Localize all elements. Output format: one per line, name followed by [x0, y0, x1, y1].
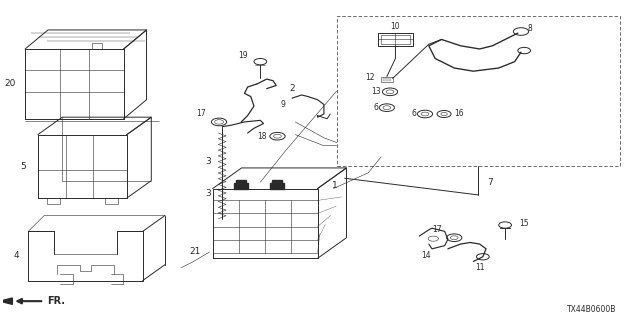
- Text: 4: 4: [13, 252, 19, 260]
- Text: 12: 12: [365, 73, 375, 82]
- Text: 15: 15: [519, 219, 529, 228]
- Bar: [272, 180, 282, 183]
- Bar: [378, 33, 413, 46]
- Text: 3: 3: [205, 157, 211, 166]
- Text: 6: 6: [412, 109, 416, 118]
- Text: 20: 20: [4, 79, 15, 88]
- Polygon shape: [0, 298, 12, 304]
- Text: 3: 3: [205, 189, 211, 198]
- Text: 5: 5: [20, 162, 26, 171]
- Text: 7: 7: [488, 178, 493, 187]
- Text: FR.: FR.: [47, 296, 65, 306]
- Text: 8: 8: [527, 24, 532, 33]
- Text: 11: 11: [475, 263, 484, 272]
- Text: 16: 16: [454, 109, 464, 118]
- Text: 6: 6: [373, 102, 378, 112]
- Text: 17: 17: [432, 225, 442, 234]
- Bar: [383, 77, 390, 81]
- Bar: [270, 183, 284, 188]
- Text: 9: 9: [281, 100, 286, 109]
- Text: 13: 13: [371, 87, 381, 96]
- Bar: [234, 183, 248, 188]
- Text: 19: 19: [238, 51, 248, 60]
- Bar: [236, 180, 246, 183]
- Text: 18: 18: [257, 132, 267, 141]
- Bar: [381, 35, 410, 44]
- Text: 14: 14: [421, 251, 431, 260]
- Text: 10: 10: [390, 22, 400, 31]
- Bar: [337, 16, 620, 166]
- Text: 2: 2: [289, 84, 294, 93]
- Text: 21: 21: [190, 247, 201, 257]
- Bar: [381, 76, 392, 82]
- Text: 1: 1: [332, 181, 337, 190]
- Text: 17: 17: [196, 109, 206, 118]
- Text: TX44B0600B: TX44B0600B: [567, 305, 616, 314]
